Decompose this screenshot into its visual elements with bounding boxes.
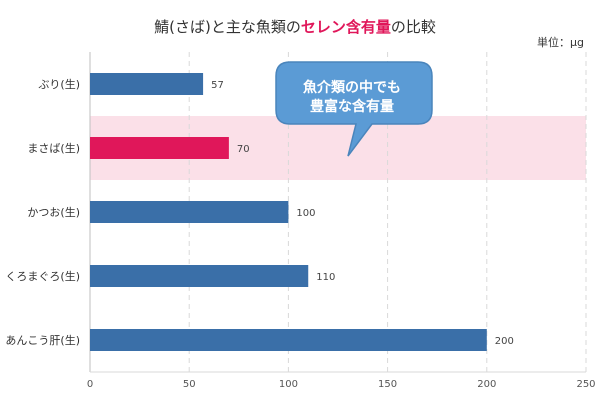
category-label-5: あんこう肝(生) <box>5 333 80 347</box>
value-label-3: 100 <box>296 208 315 219</box>
value-label-2: 70 <box>237 144 250 155</box>
title-part-1: 鯖(さば)と主な魚類の <box>154 18 301 36</box>
callout-line-2: 豊富な含有量 <box>310 98 394 115</box>
bar-1 <box>90 73 204 95</box>
category-label-2: まさば(生) <box>27 141 80 155</box>
value-label-1: 57 <box>211 80 224 91</box>
x-tick-label-100: 100 <box>279 379 298 390</box>
value-label-5: 200 <box>495 336 514 347</box>
bar-2 <box>90 137 229 159</box>
callout: 魚介類の中でも 豊富な含有量 <box>275 61 433 157</box>
callout-bubble <box>275 61 433 157</box>
category-label-4: くろまぐろ(生) <box>5 269 80 283</box>
x-tick-label-200: 200 <box>477 379 496 390</box>
category-label-3: かつお(生) <box>27 205 80 219</box>
title-part-3: の比較 <box>391 18 436 36</box>
plot-area: 0 50 100 150 200 250 ぶり(生) 57 まさば(生) 70 かつお(生) 100 く… <box>5 52 596 390</box>
value-label-4: 110 <box>316 272 335 283</box>
bar-3 <box>90 201 289 223</box>
chart-title: 鯖(さば)と主な魚類のセレン含有量の比較 <box>154 18 436 36</box>
bar-4 <box>90 265 309 287</box>
bar-5 <box>90 329 487 351</box>
x-tick-label-150: 150 <box>378 379 397 390</box>
title-highlight: セレン含有量 <box>301 18 391 36</box>
x-tick-label-250: 250 <box>576 379 595 390</box>
x-tick-label-50: 50 <box>183 379 196 390</box>
x-tick-label-0: 0 <box>87 379 93 390</box>
unit-label: 単位：μg <box>537 35 584 49</box>
callout-line-1: 魚介類の中でも <box>303 79 401 96</box>
category-label-1: ぶり(生) <box>38 77 80 91</box>
